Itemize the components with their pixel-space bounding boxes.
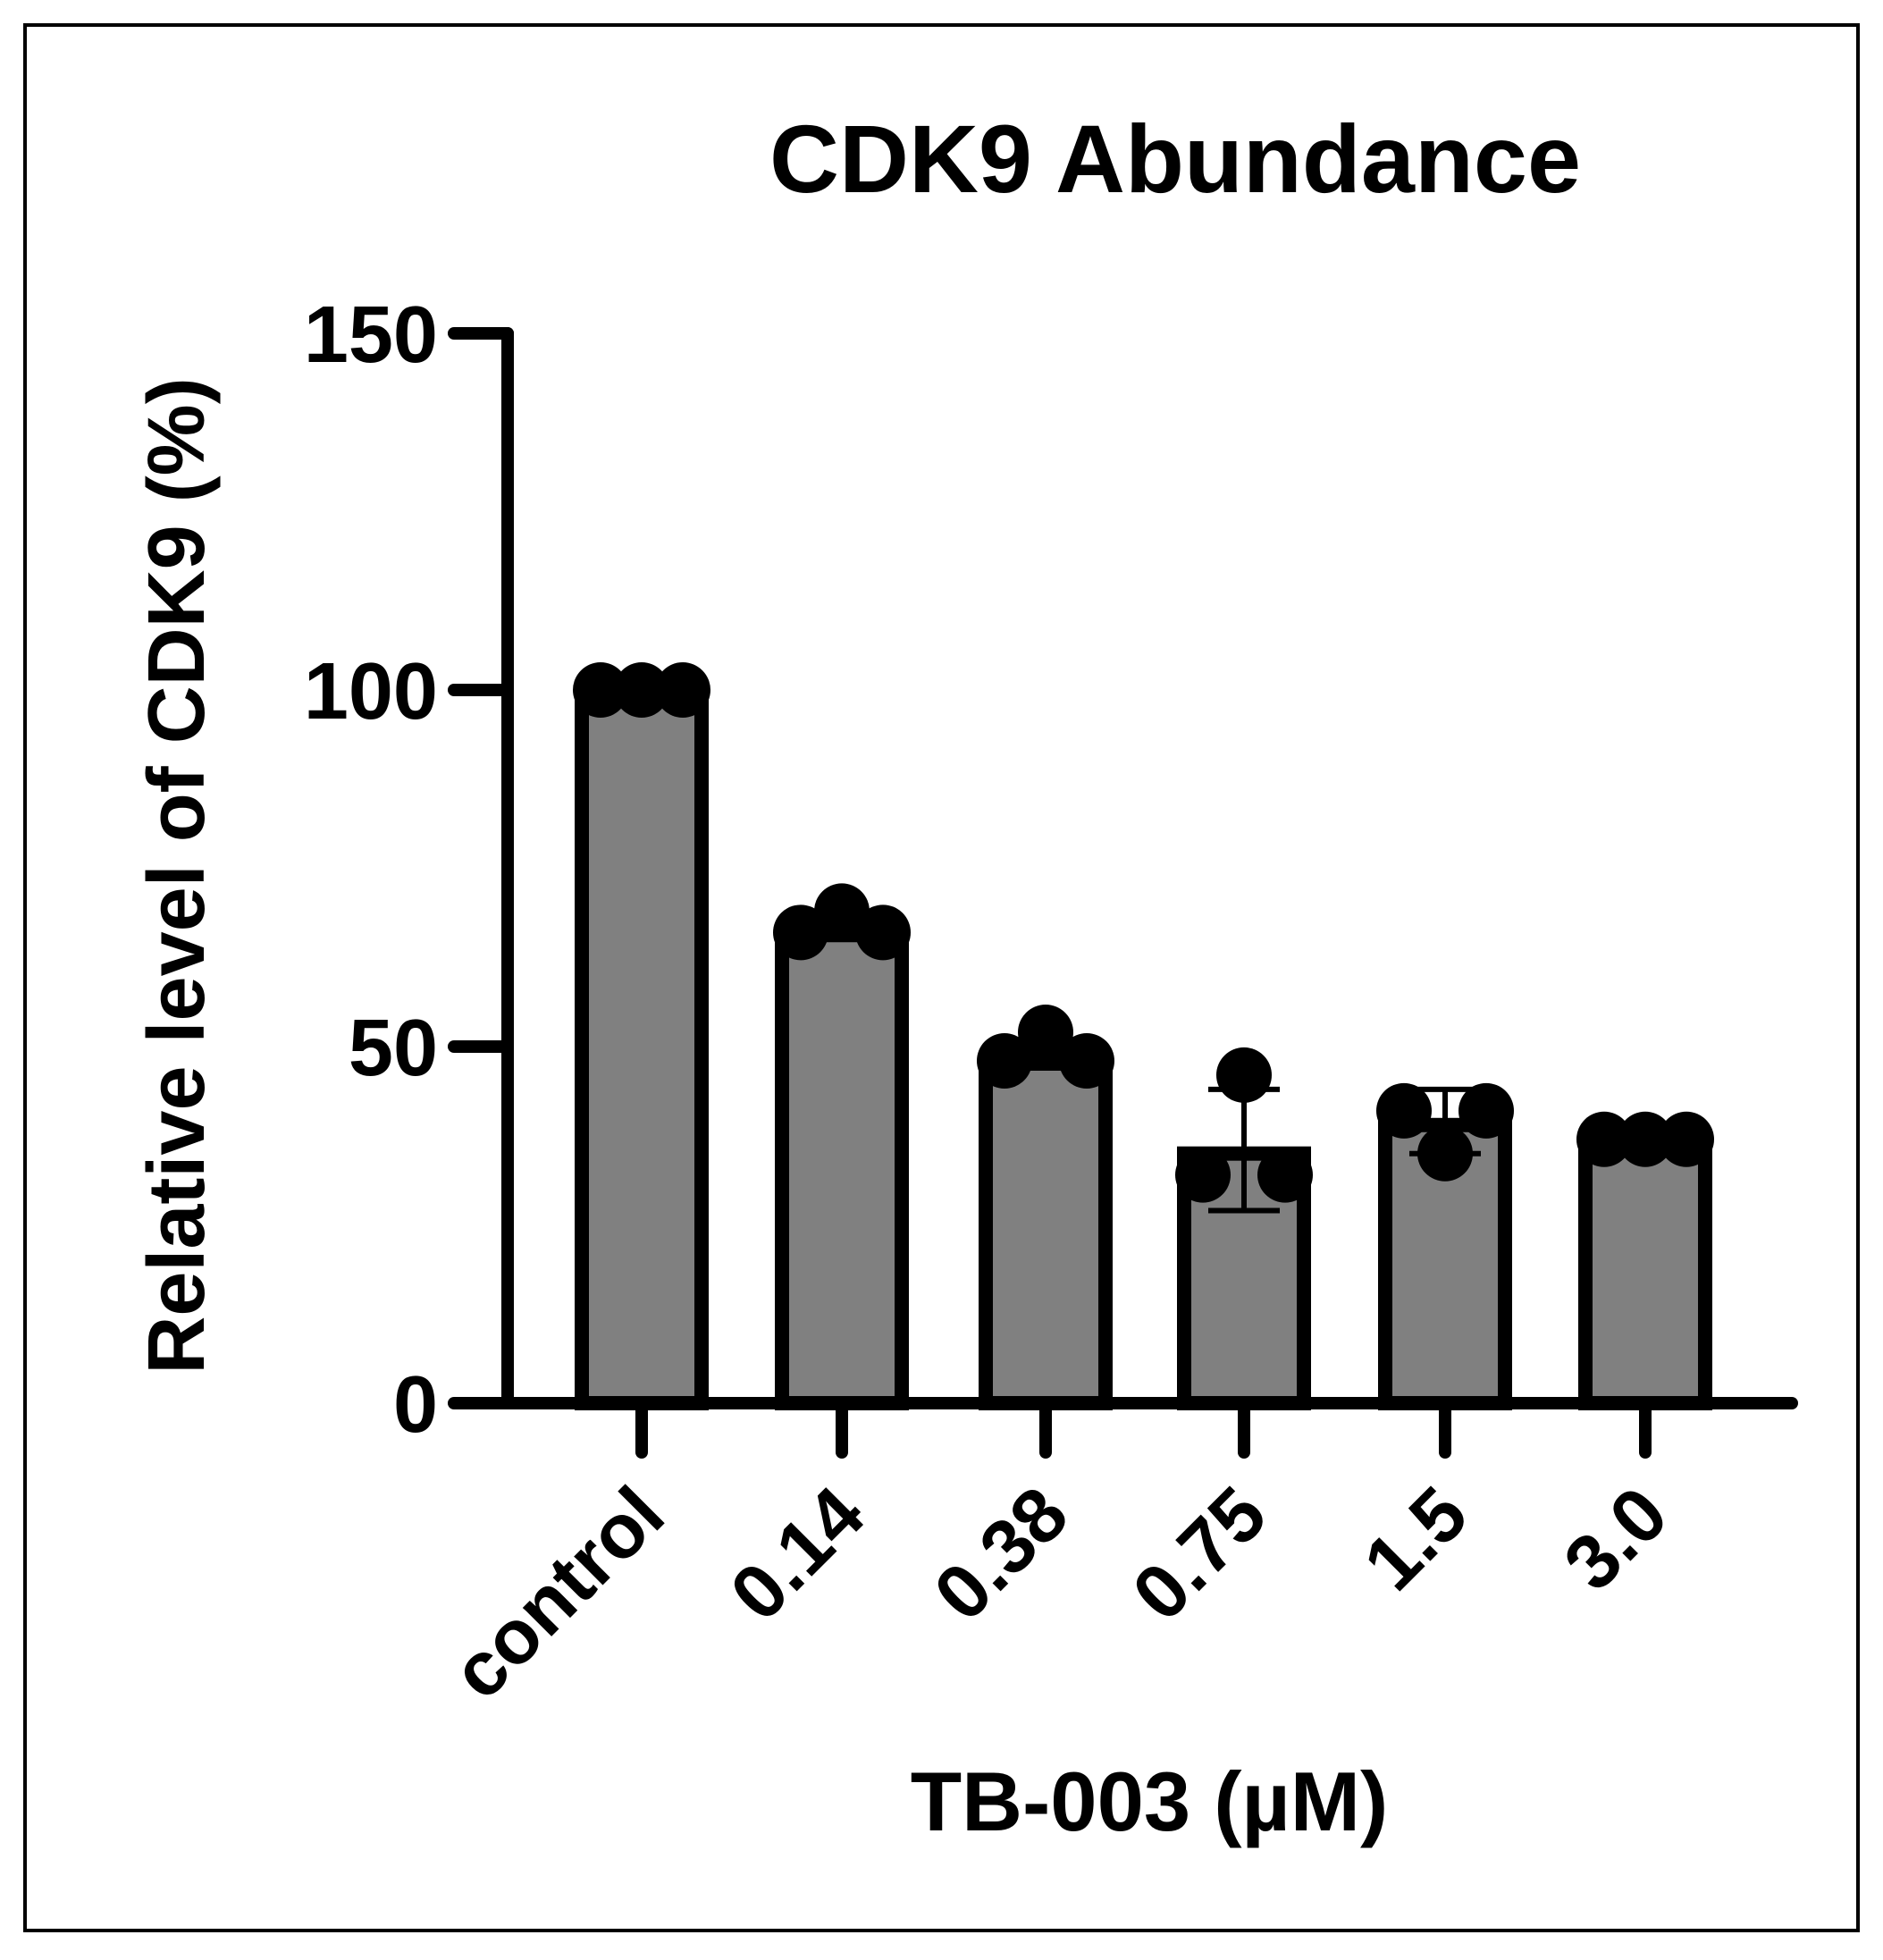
data-point [1216, 1047, 1272, 1103]
data-points [573, 662, 1714, 1203]
bar-3.0 [1578, 1131, 1712, 1410]
data-point [573, 662, 628, 718]
figure-frame [23, 23, 1860, 1932]
bar-0.14 [775, 925, 909, 1410]
y-tick-label: 150 [304, 290, 438, 380]
bar-0.38 [979, 1053, 1113, 1410]
data-point [1458, 1082, 1514, 1139]
y-tick-label: 0 [393, 1360, 438, 1450]
x-axis-label: TB-003 (µM) [911, 1754, 1389, 1848]
data-point [1175, 1147, 1231, 1203]
y-axis-label: Relative level of CDK9 (%) [132, 377, 222, 1374]
data-point [1659, 1111, 1714, 1167]
data-point [1257, 1147, 1313, 1203]
data-point [614, 662, 669, 718]
chart-title: CDK9 Abundance [769, 105, 1581, 213]
y-tick-label: 50 [349, 1004, 438, 1093]
y-axis-ticks: 0 50 100 150 [304, 290, 514, 1450]
data-point [1018, 1005, 1073, 1061]
data-point [773, 904, 828, 961]
data-point [1376, 1082, 1432, 1139]
data-point [855, 904, 911, 961]
y-tick-label: 100 [304, 647, 438, 736]
data-point [655, 662, 710, 718]
bar-control [575, 683, 709, 1410]
data-point [977, 1032, 1032, 1089]
data-point [1618, 1111, 1673, 1167]
data-point [1576, 1111, 1632, 1167]
data-point [1059, 1032, 1114, 1089]
data-point [1417, 1125, 1473, 1182]
data-point [814, 883, 870, 939]
